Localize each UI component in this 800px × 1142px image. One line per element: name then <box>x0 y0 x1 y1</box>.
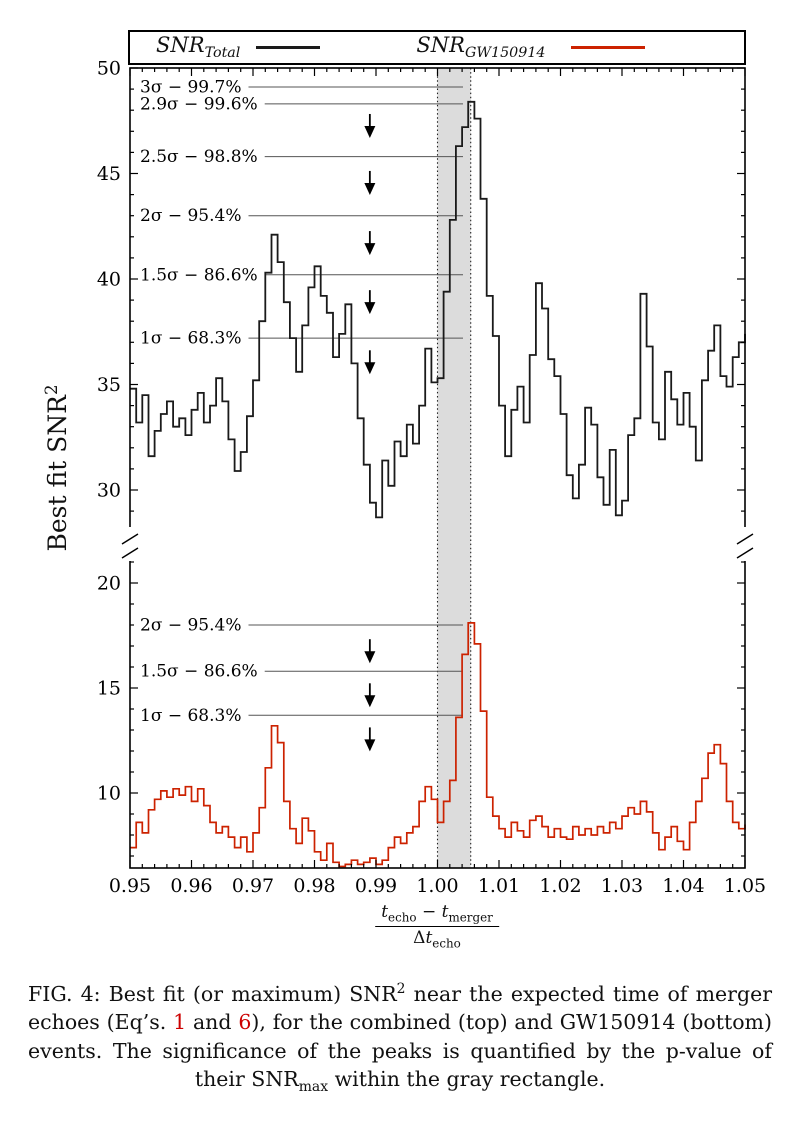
figure-caption: FIG. 4: Best fit (or maximum) SNR2 near … <box>28 980 772 1097</box>
x-tick-label: 0.96 <box>170 875 212 897</box>
legend-label-snr-gw150914: SNRGW150914 <box>416 33 545 61</box>
y-tick-label: 30 <box>97 480 121 502</box>
caption-run: and <box>186 1010 239 1035</box>
x-tick-label: 0.97 <box>232 875 274 897</box>
significance-label: 2σ − 95.4% <box>140 206 241 226</box>
plot-svg: 3σ − 99.7%2.9σ − 99.6% 2.5σ − 98.8% 2σ − 9… <box>97 58 766 898</box>
significance-label: 2.5σ − 98.8% <box>140 147 258 167</box>
snr-total-curve <box>130 100 746 519</box>
axis-ticks: 0.95 0.96 0.97 0.98 0.99 1.00 1.01 1.02 1.03 1.04… <box>97 58 766 898</box>
significance-label: 3σ − 99.7% <box>140 77 241 97</box>
caption-run: max <box>298 1078 329 1095</box>
significance-arrows <box>364 113 376 752</box>
curves <box>130 100 746 868</box>
xaxis-label-numerator: techo − tmerger <box>375 902 499 928</box>
axis-break <box>121 527 754 561</box>
legend-entry-snr-gw150914: SNRGW150914 <box>416 33 646 62</box>
caption-run: near the expected time of merger echoes … <box>28 982 773 1035</box>
plot-legend: SNRTotal SNRGW150914 <box>128 30 746 65</box>
y-tick-label: 40 <box>97 269 121 291</box>
yaxis-label-sup: 2 <box>41 384 61 396</box>
x-tick-label: 1.02 <box>539 875 581 897</box>
caption-run: 2 <box>396 981 406 998</box>
legend-label-snr-total-main: SNR <box>156 33 205 58</box>
y-tick-label: 45 <box>97 163 121 185</box>
legend-label-snr-total-sub: Total <box>204 45 241 62</box>
significance-label: 1σ − 68.3% <box>140 706 241 726</box>
significance-label: 1.5σ − 86.6% <box>140 662 258 682</box>
y-tick-label: 10 <box>97 783 121 805</box>
legend-entry-snr-total: SNRTotal <box>156 33 321 62</box>
xaxis-label-denominator: Δtecho <box>413 928 461 951</box>
caption-run: FIG. 4: Best fit (or maximum) SNR <box>28 982 397 1006</box>
x-tick-label: 1.03 <box>601 875 643 897</box>
xaxis-label: techo − tmerger Δtecho <box>375 902 499 951</box>
yaxis-label: Best fit SNR2 <box>42 385 72 552</box>
caption-run: ), for the combined (top) and GW150914 (… <box>28 1010 772 1091</box>
highlight-band <box>436 68 472 868</box>
x-tick-label: 1.00 <box>416 875 458 897</box>
x-tick-label: 1.01 <box>478 875 520 897</box>
significance-label: 1σ − 68.3% <box>140 329 241 349</box>
legend-label-snr-total: SNRTotal <box>156 33 240 61</box>
legend-line-sample-black <box>256 46 321 49</box>
eq-ref-link[interactable]: 1 <box>173 1010 187 1035</box>
legend-label-snr-gw150914-main: SNR <box>416 33 465 58</box>
significance-label: 1.5σ − 86.6% <box>140 265 258 285</box>
y-tick-label: 35 <box>97 374 121 396</box>
significance-label: 2.9σ − 99.6% <box>140 94 258 114</box>
x-tick-label: 0.95 <box>109 875 151 897</box>
x-tick-label: 1.05 <box>724 875 766 897</box>
x-tick-label: 1.04 <box>662 875 704 897</box>
legend-line-sample-red <box>571 46 646 49</box>
legend-label-snr-gw150914-sub: GW150914 <box>464 45 546 62</box>
y-tick-label: 50 <box>97 58 121 80</box>
yaxis-label-text: Best fit SNR <box>43 395 73 552</box>
significance-levels: 3σ − 99.7%2.9σ − 99.6% 2.5σ − 98.8% 2σ − 9… <box>140 77 463 726</box>
significance-label: 2σ − 95.4% <box>140 616 241 636</box>
y-tick-label: 15 <box>97 678 121 700</box>
caption-run: within the gray rectangle. <box>328 1066 606 1091</box>
x-tick-label: 0.98 <box>293 875 335 897</box>
eq-ref-link[interactable]: 6 <box>238 1010 252 1035</box>
y-tick-label: 20 <box>97 573 121 595</box>
x-tick-label: 0.99 <box>355 875 397 897</box>
snr-gw150914-curve <box>130 622 746 868</box>
